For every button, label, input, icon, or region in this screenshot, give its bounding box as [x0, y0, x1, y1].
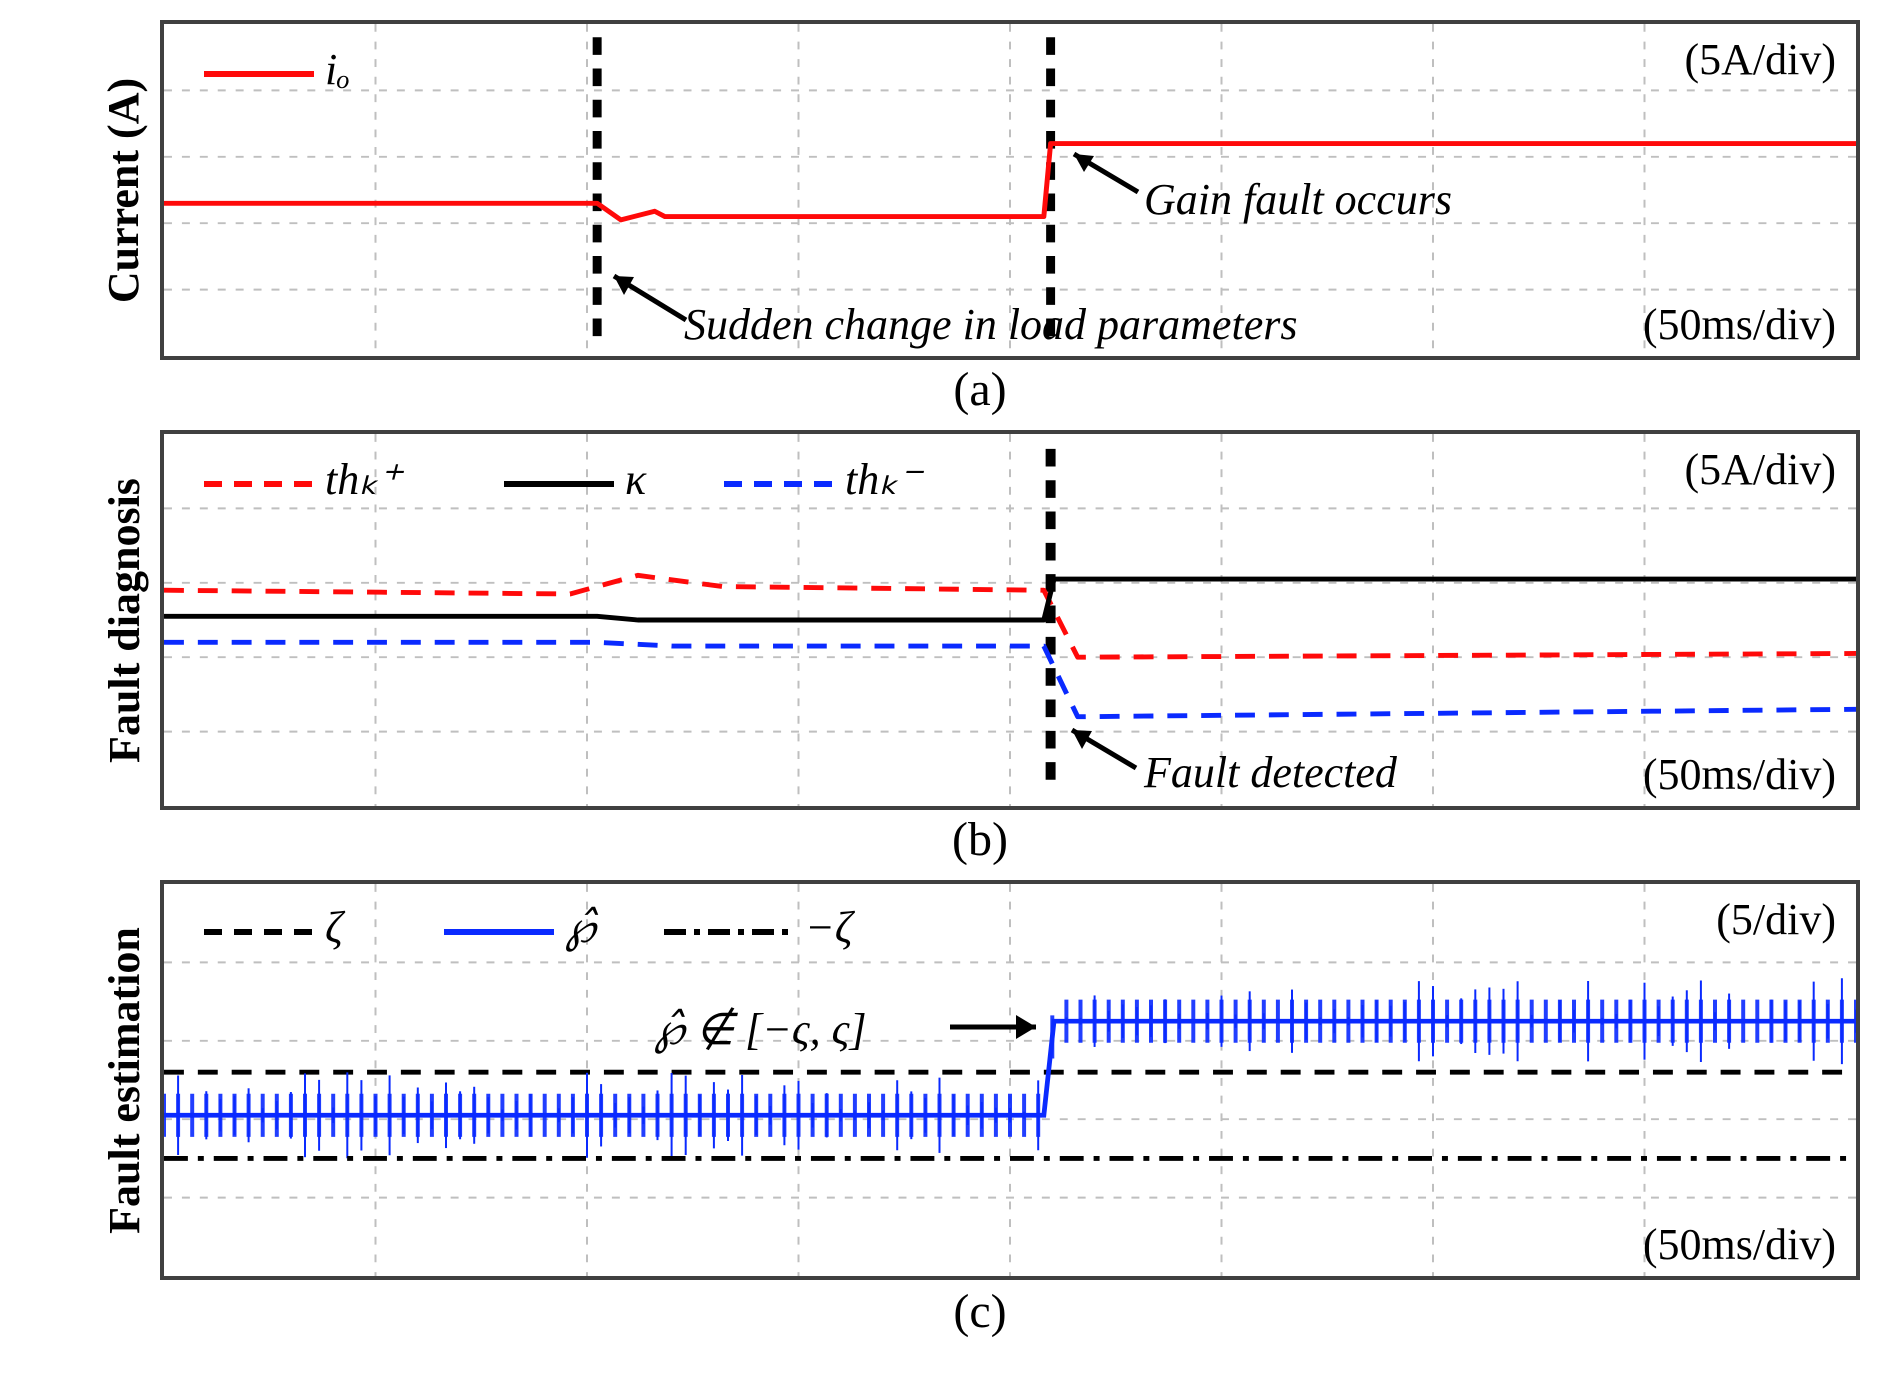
ylabel-c: Fault estimation	[94, 884, 154, 1276]
legend-zeta: ζ	[204, 902, 343, 953]
legend-th-plus: thₖ⁺	[204, 454, 401, 505]
plot-c	[164, 884, 1856, 1276]
ylabel-b: Fault diagnosis	[94, 434, 154, 806]
xscale-c: (50ms/div)	[1643, 1219, 1836, 1270]
sublabel-b: (b)	[100, 812, 1860, 867]
arrow-not-in-band-icon	[944, 1002, 1054, 1052]
legend-kappa: κ	[504, 454, 646, 505]
legend-neg-zeta: −ζ	[664, 902, 853, 953]
annot-fault-detected: Fault detected	[1144, 747, 1397, 798]
legend-io-label: iₒ	[325, 45, 350, 94]
legend-th-plus-label: thₖ⁺	[325, 455, 401, 504]
panel-b: Fault diagnosis thₖ⁺ κ thₖ⁻ (5A/div) (50…	[160, 430, 1860, 810]
sublabel-a: (a)	[100, 362, 1860, 417]
arrow-fault-detected-icon	[1064, 722, 1144, 778]
plot-b	[164, 434, 1856, 806]
legend-th-minus: thₖ⁻	[724, 454, 921, 505]
legend-kappa-label: κ	[625, 455, 646, 504]
panel-a: Current (A) iₒ (5A/div) (50ms/div) Gain …	[160, 20, 1860, 360]
annot-sudden-change: Sudden change in load parameters	[684, 299, 1297, 350]
sublabel-c: (c)	[100, 1284, 1860, 1339]
ylabel-a: Current (A)	[94, 24, 154, 356]
xscale-a: (50ms/div)	[1643, 299, 1836, 350]
yscale-c: (5/div)	[1716, 894, 1836, 945]
arrow-gain-fault-icon	[1066, 144, 1146, 204]
yscale-b: (5A/div)	[1684, 444, 1836, 495]
legend-neg-zeta-label: −ζ	[805, 903, 853, 952]
yscale-a: (5A/div)	[1684, 34, 1836, 85]
xscale-b: (50ms/div)	[1643, 749, 1836, 800]
legend-io: iₒ	[204, 44, 350, 95]
arrow-sudden-change-icon	[604, 268, 694, 328]
legend-rho-label: ℘̂	[565, 903, 596, 952]
figure: Current (A) iₒ (5A/div) (50ms/div) Gain …	[100, 20, 1860, 1350]
annot-not-in-band: ℘̂ ∉ [−ς, ς]	[654, 1004, 867, 1055]
panel-c: Fault estimation ζ ℘̂ −ζ (5/div) (50ms/d…	[160, 880, 1860, 1280]
legend-rho: ℘̂	[444, 902, 596, 953]
annot-gain-fault: Gain fault occurs	[1144, 174, 1452, 225]
legend-zeta-label: ζ	[325, 903, 343, 952]
legend-th-minus-label: thₖ⁻	[845, 455, 921, 504]
